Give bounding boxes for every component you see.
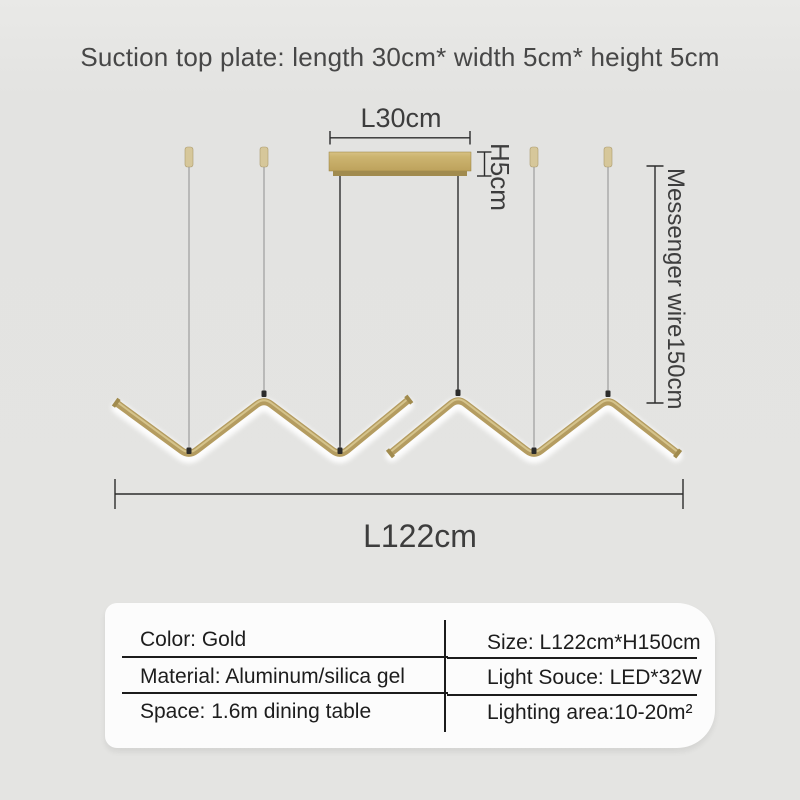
tube-end-cap <box>385 448 395 459</box>
spec-table-panel: Color: Gold Material: Aluminum/silica ge… <box>105 603 715 748</box>
dim-lamp-length: L122cm <box>114 479 684 554</box>
ceiling-cap <box>529 146 539 168</box>
dim-plate-length: L30cm <box>329 103 471 145</box>
mounting-plate <box>328 151 472 176</box>
table-separator <box>122 692 448 694</box>
table-column-divider <box>444 620 446 732</box>
ceiling-cap <box>184 146 194 168</box>
wire-connector <box>531 447 537 454</box>
page-title: Suction top plate: length 30cm* width 5c… <box>80 42 720 72</box>
table-separator <box>122 656 448 658</box>
ceiling-cap <box>259 146 269 168</box>
spec-material: Material: Aluminum/silica gel <box>140 665 405 688</box>
spec-space: Space: 1.6m dining table <box>140 700 372 723</box>
lamp-diagram: L30cm H5cm Messenger wire150cm L122cm <box>0 103 689 554</box>
dimension-label: L122cm <box>363 518 477 554</box>
dimension-label: H5cm <box>485 143 515 211</box>
led-tubes <box>111 389 683 459</box>
wire-connector <box>455 389 461 396</box>
tube-end-cap <box>673 448 683 459</box>
tube-end-cap <box>404 394 414 405</box>
wire-connector <box>186 447 192 454</box>
spec-color: Color: Gold <box>140 628 247 651</box>
tube-end-cap <box>111 397 121 408</box>
ceiling-cap <box>603 146 613 168</box>
led-glow <box>118 405 407 457</box>
dim-messenger-wire: Messenger wire150cm <box>646 165 689 409</box>
wire-connector <box>605 390 611 397</box>
suspension-wires <box>188 167 609 449</box>
dimension-label: L30cm <box>360 103 441 133</box>
wire-connector <box>261 390 267 397</box>
spec-light-source: Light Souce: LED*32W <box>487 666 702 689</box>
dimension-label: Messenger wire150cm <box>662 168 689 409</box>
table-separator <box>447 657 697 659</box>
table-separator <box>447 694 697 696</box>
spec-size: Size: L122cm*H150cm <box>487 631 701 654</box>
spec-lighting-area: Lighting area:10-20m² <box>487 701 693 724</box>
ceiling-caps <box>184 146 613 168</box>
dim-plate-height: H5cm <box>477 143 515 211</box>
mounting-plate-body <box>328 151 472 172</box>
mounting-plate-lip <box>333 171 467 176</box>
wire-connector <box>337 447 343 454</box>
